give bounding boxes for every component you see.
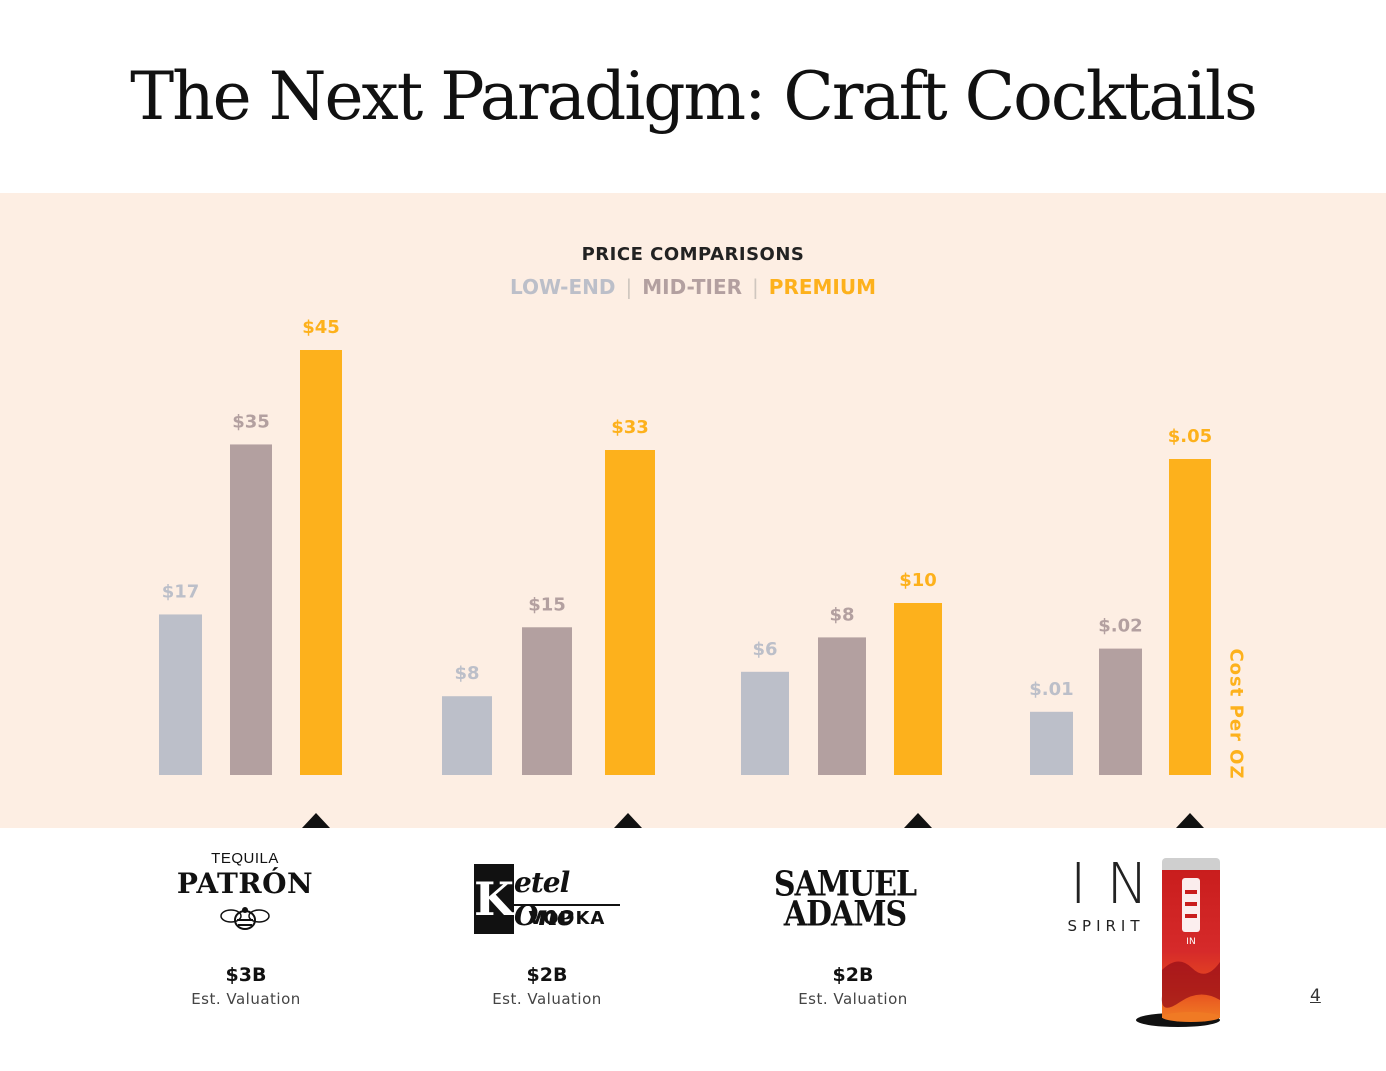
ketel-one-logo-k: K — [474, 864, 514, 934]
chart-legend: LOW-END | MID-TIER | PREMIUM — [0, 275, 1386, 299]
bar-premium-3 — [1169, 459, 1211, 775]
bee-icon — [220, 907, 270, 930]
data-label-low-end-1: $8 — [454, 663, 479, 684]
bar-low-end-0 — [159, 614, 202, 775]
ketel-one-logo: K etel One VODKA — [474, 864, 620, 934]
can-label: IN — [1186, 937, 1195, 947]
bar-mid-tier-1 — [522, 627, 572, 775]
data-label-mid-tier-2: $8 — [829, 604, 854, 625]
bar-mid-tier-2 — [818, 637, 866, 775]
data-label-mid-tier-3: $.02 — [1098, 616, 1142, 637]
ketel-one-valuation: $2B — [526, 964, 568, 986]
bar-mid-tier-3 — [1099, 648, 1142, 775]
bar-low-end-2 — [741, 671, 789, 775]
page-number: 4 — [1310, 986, 1321, 1006]
bar-premium-2 — [894, 603, 942, 775]
bar-premium-0 — [300, 350, 342, 775]
pointer-triangle-0 — [302, 813, 330, 828]
data-label-premium-1: $33 — [611, 417, 649, 438]
samuel-adams-valuation: $2B — [832, 964, 874, 986]
legend-low-end: LOW-END — [509, 275, 616, 299]
y-axis-label: Cost Per OZ — [1225, 648, 1247, 780]
data-label-mid-tier-0: $35 — [232, 411, 270, 432]
samuel-adams-valuation-label: Est. Valuation — [798, 990, 908, 1008]
ketel-one-valuation-label: Est. Valuation — [492, 990, 602, 1008]
bar-low-end-1 — [442, 696, 492, 775]
patron-valuation-label: Est. Valuation — [191, 990, 301, 1008]
ketel-one-logo-vodka: VODKA — [528, 908, 606, 929]
in-spirit-logo-spirit: SPIRIT — [1067, 917, 1145, 935]
patron-logo-name: PATRÓN — [176, 867, 314, 900]
patron-valuation: $3B — [225, 964, 267, 986]
bar-premium-1 — [605, 450, 655, 775]
in-spirit-logo-in: IN — [1070, 852, 1169, 917]
data-label-premium-3: $.05 — [1168, 426, 1212, 447]
chart-title: PRICE COMPARISONS — [581, 244, 805, 265]
data-label-low-end-3: $.01 — [1029, 679, 1073, 700]
samuel-adams-logo-line2: ADAMS — [783, 894, 907, 935]
data-label-mid-tier-1: $15 — [528, 594, 566, 615]
pointer-triangle-2 — [904, 813, 932, 828]
samuel-adams-logo: SAMUEL ADAMS — [765, 864, 925, 935]
data-label-premium-0: $45 — [302, 317, 340, 338]
can-icon: IN — [1136, 858, 1220, 1027]
legend-mid-tier: MID-TIER — [642, 275, 743, 299]
page-title: The Next Paradigm: Craft Cocktails — [130, 58, 1258, 135]
bar-low-end-3 — [1030, 711, 1073, 775]
legend-divider: | — [625, 275, 633, 299]
patron-logo: TEQUILA PATRÓN — [170, 850, 320, 940]
patron-logo-tequila: TEQUILA — [211, 850, 279, 867]
data-label-low-end-2: $6 — [752, 639, 777, 660]
samuel-adams-logo-line1: SAMUEL — [773, 864, 917, 905]
bar-mid-tier-0 — [230, 444, 272, 775]
pointer-triangle-1 — [614, 813, 642, 828]
data-label-premium-2: $10 — [899, 570, 937, 591]
in-spirit-logo: IN SPIRIT — [1056, 852, 1156, 935]
data-label-low-end-0: $17 — [162, 581, 200, 602]
pointer-triangle-3 — [1176, 813, 1204, 828]
legend-premium: PREMIUM — [768, 275, 877, 299]
legend-divider: | — [752, 275, 759, 299]
ketel-one-logo-rule — [514, 904, 620, 906]
